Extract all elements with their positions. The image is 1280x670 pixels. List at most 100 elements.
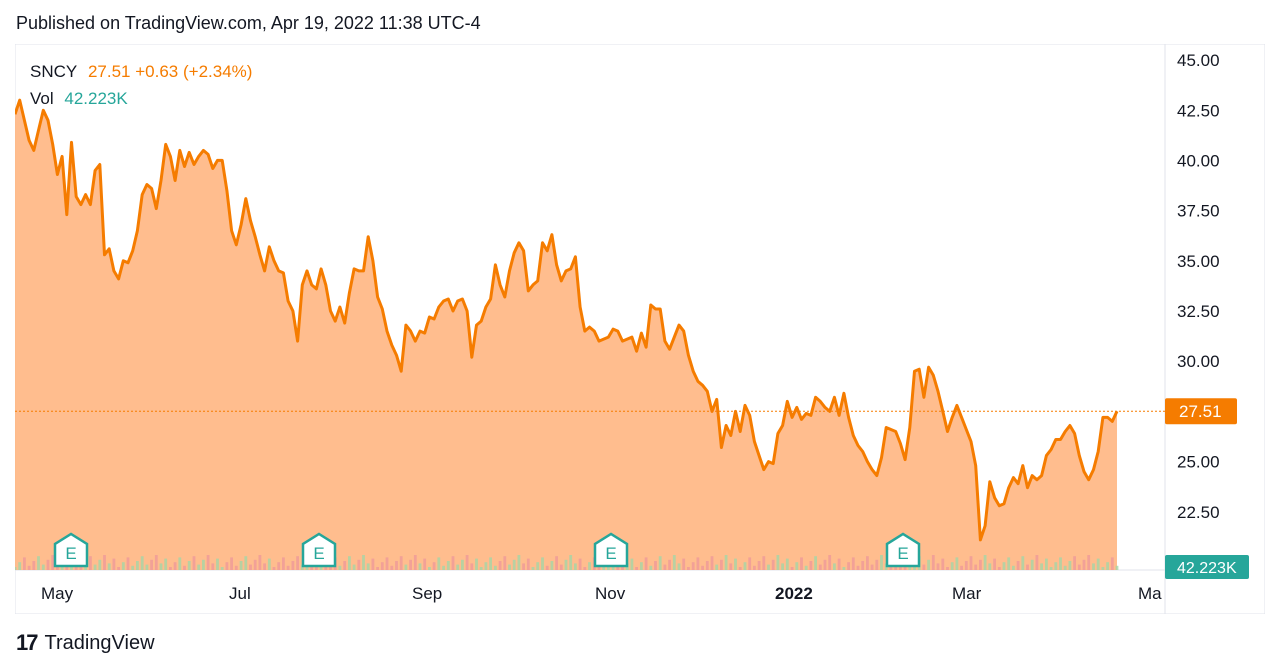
price-chart[interactable]: E E E E 45.00 42.50 40.00 37.50 35.00 32.50 30.00… [15, 44, 1265, 614]
legend-vol-value: 42.223K [64, 89, 127, 108]
volume-bar [160, 563, 163, 570]
volume-bar [485, 562, 488, 570]
y-tick-label: 30.00 [1177, 352, 1220, 371]
volume-bar [974, 565, 977, 570]
volume-bar [1078, 565, 1081, 570]
volume-bar [569, 555, 572, 570]
volume-bar [414, 555, 417, 570]
y-tick-label: 42.50 [1177, 101, 1220, 120]
volume-bar [259, 555, 262, 570]
volume-bar [1040, 563, 1043, 570]
volume-bar [970, 556, 973, 570]
volume-bar [1106, 562, 1109, 570]
volume-bar [923, 565, 926, 570]
volume-bar [880, 555, 883, 570]
volume-bar [941, 559, 944, 570]
legend-price: 27.51 [88, 62, 131, 81]
volume-bar [376, 567, 379, 570]
volume-bar [32, 561, 35, 570]
volume-bar [164, 559, 167, 570]
volume-bar [758, 561, 761, 570]
volume-bar [193, 556, 196, 570]
volume-bar [202, 560, 205, 570]
volume-bar [400, 556, 403, 570]
volume-bar [640, 562, 643, 570]
y-tick-label: 32.50 [1177, 302, 1220, 321]
volume-bar [828, 555, 831, 570]
volume-bar [565, 560, 568, 570]
volume-bar [230, 557, 233, 570]
volume-badge-label: 42.223K [1177, 560, 1237, 577]
volume-bar [1003, 562, 1006, 570]
volume-bar [847, 562, 850, 570]
volume-bar [183, 566, 186, 570]
volume-bar [1073, 556, 1076, 570]
volume-bar [51, 555, 54, 570]
volume-bar [475, 559, 478, 570]
volume-bar [1064, 566, 1067, 570]
volume-bar [546, 566, 549, 570]
x-tick-label: Nov [595, 584, 626, 603]
volume-bar [725, 555, 728, 570]
volume-bar [178, 557, 181, 570]
volume-bar [42, 565, 45, 570]
volume-bar [513, 560, 516, 570]
volume-bar [795, 562, 798, 570]
volume-bar [762, 556, 765, 570]
legend-vol-label[interactable]: Vol [30, 89, 54, 108]
volume-bar [574, 563, 577, 570]
volume-bar [235, 566, 238, 570]
volume-bar [197, 565, 200, 570]
chart-area[interactable]: E E E E 45.00 42.50 40.00 37.50 35.00 32.50 30.00… [15, 44, 1265, 614]
volume-bar [226, 562, 229, 570]
tradingview-logo[interactable]: 17 TradingView [16, 630, 155, 656]
volume-bar [188, 561, 191, 570]
volume-bar [701, 566, 704, 570]
volume-bar [296, 556, 299, 570]
volume-bar [216, 559, 219, 570]
volume-bar [94, 565, 97, 570]
volume-bar [541, 557, 544, 570]
volume-bar [951, 562, 954, 570]
volume-bar [273, 567, 276, 570]
volume-bar [645, 557, 648, 570]
volume-bar [244, 556, 247, 570]
volume-bar [635, 567, 638, 570]
volume-bar [447, 561, 450, 570]
volume-bar [89, 556, 92, 570]
legend-symbol[interactable]: SNCY [30, 62, 77, 81]
volume-bar [1050, 567, 1053, 570]
volume-bar [649, 566, 652, 570]
y-tick-label: 35.00 [1177, 252, 1220, 271]
volume-bar [838, 559, 841, 570]
volume-bar [343, 561, 346, 570]
volume-bar [47, 560, 50, 570]
volume-bar [362, 555, 365, 570]
volume-bar [169, 567, 172, 570]
volume-bar [452, 556, 455, 570]
volume-bar [1031, 560, 1034, 570]
volume-bar [37, 556, 40, 570]
tradingview-brand: TradingView [44, 632, 154, 655]
volume-bar [814, 556, 817, 570]
volume-bar [423, 559, 426, 570]
volume-bar [470, 563, 473, 570]
volume-bar [1111, 557, 1114, 570]
volume-bar [1092, 563, 1095, 570]
x-tick-label: 2022 [775, 584, 813, 603]
volume-bar [687, 567, 690, 570]
volume-bar [372, 559, 375, 570]
volume-bar [927, 560, 930, 570]
volume-bar [800, 557, 803, 570]
volume-bar [857, 566, 860, 570]
y-tick-label: 37.50 [1177, 202, 1220, 221]
volume-bar [748, 557, 751, 570]
y-tick-label: 40.00 [1177, 151, 1220, 170]
volume-bar [984, 555, 987, 570]
volume-bar [956, 557, 959, 570]
volume-bar [508, 565, 511, 570]
volume-bar [744, 562, 747, 570]
volume-bar [560, 565, 563, 570]
tradingview-mark-icon: 17 [16, 630, 36, 656]
volume-bar [706, 561, 709, 570]
